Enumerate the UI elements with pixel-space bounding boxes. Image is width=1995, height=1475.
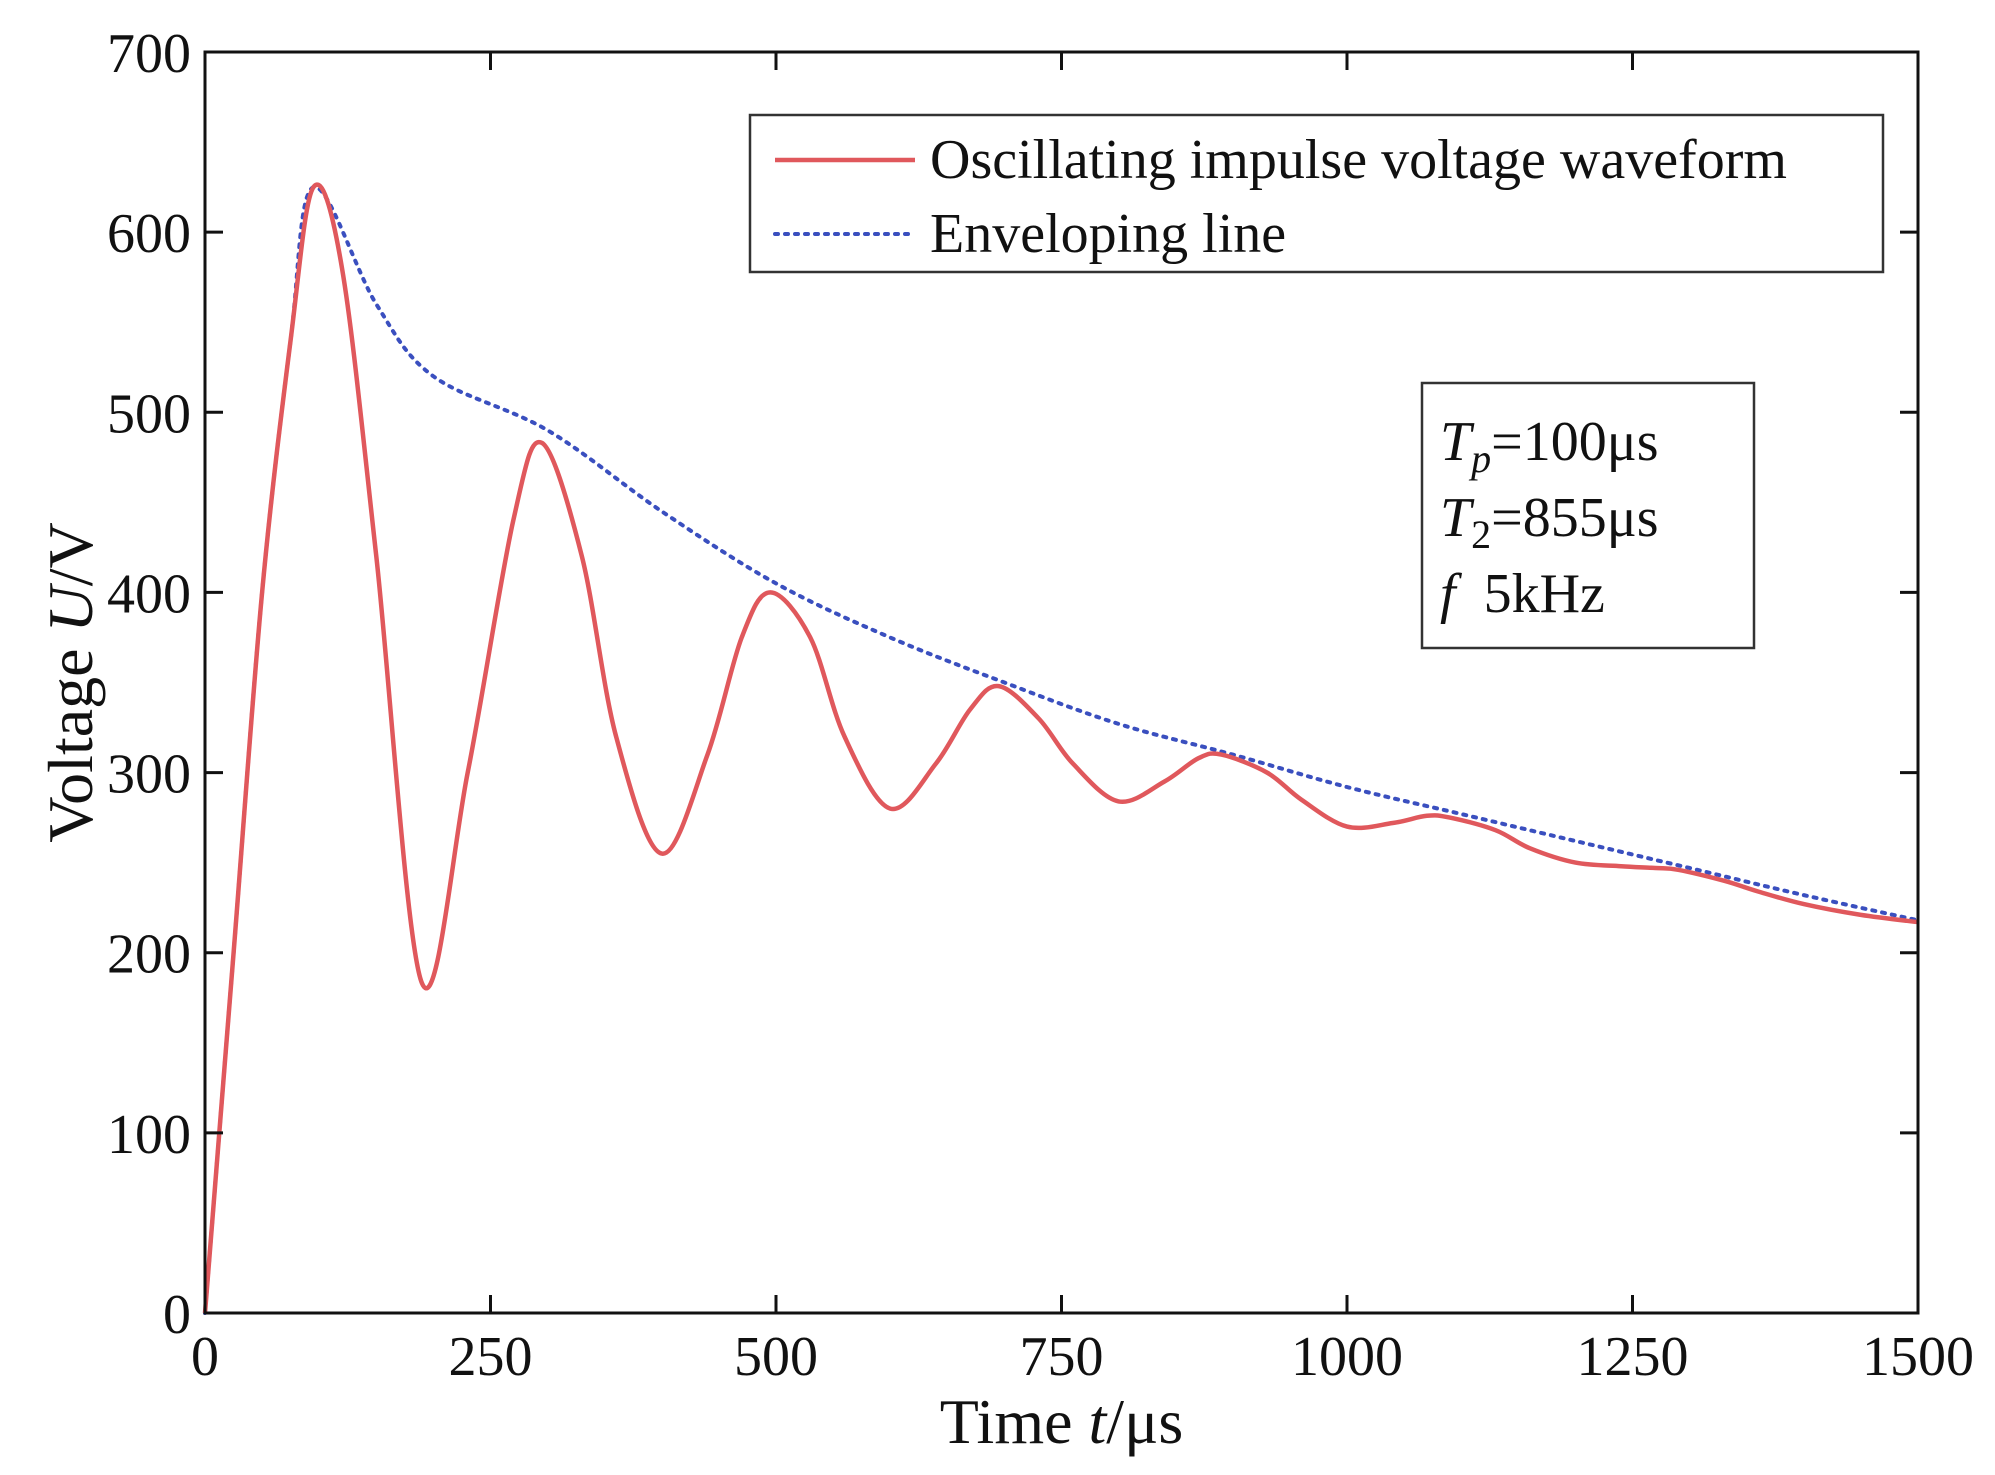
x-tick-label: 1000	[1291, 1326, 1403, 1388]
y-axis-title: Voltage U/V	[35, 522, 106, 843]
parameter-box-frame	[1420, 381, 1756, 650]
x-tick-label: 250	[449, 1326, 533, 1388]
y-tick-label: 300	[107, 744, 191, 806]
param-t2: T2=855μs	[1440, 487, 1659, 557]
tick-labels: 0 250 500 750 1000 1250 1500 0 100 200 300 400 500 60…	[107, 23, 1974, 1388]
y-tick-label: 100	[107, 1104, 191, 1166]
legend: Oscillating impulse voltage waveform Env…	[748, 113, 1885, 274]
y-tick-label: 200	[107, 924, 191, 986]
param-f: f 5kHz	[1440, 563, 1605, 625]
y-tick-label: 700	[107, 23, 191, 85]
y-tick-label: 600	[107, 203, 191, 265]
x-tick-label: 750	[1020, 1326, 1104, 1388]
plot-lines	[202, 182, 1920, 1315]
legend-label-waveform: Oscillating impulse voltage waveform	[930, 129, 1787, 191]
x-tick-label: 500	[734, 1326, 818, 1388]
y-tick-label: 500	[107, 383, 191, 445]
legend-box	[748, 113, 1885, 274]
x-axis-title: Time t/μs	[940, 1386, 1184, 1457]
x-tick-label: 0	[191, 1326, 219, 1388]
y-tick-label: 0	[163, 1284, 191, 1346]
axis-ticks	[203, 50, 1920, 1315]
parameter-box: Tp=100μs T2=855μs f 5kHz	[1420, 381, 1756, 650]
y-tick-label: 400	[107, 563, 191, 625]
param-tp: Tp=100μs	[1440, 411, 1659, 481]
series-waveform-line	[202, 182, 1919, 1314]
x-tick-label: 1250	[1577, 1326, 1689, 1388]
x-tick-label: 1500	[1862, 1326, 1974, 1388]
legend-label-envelope: Enveloping line	[930, 203, 1286, 265]
